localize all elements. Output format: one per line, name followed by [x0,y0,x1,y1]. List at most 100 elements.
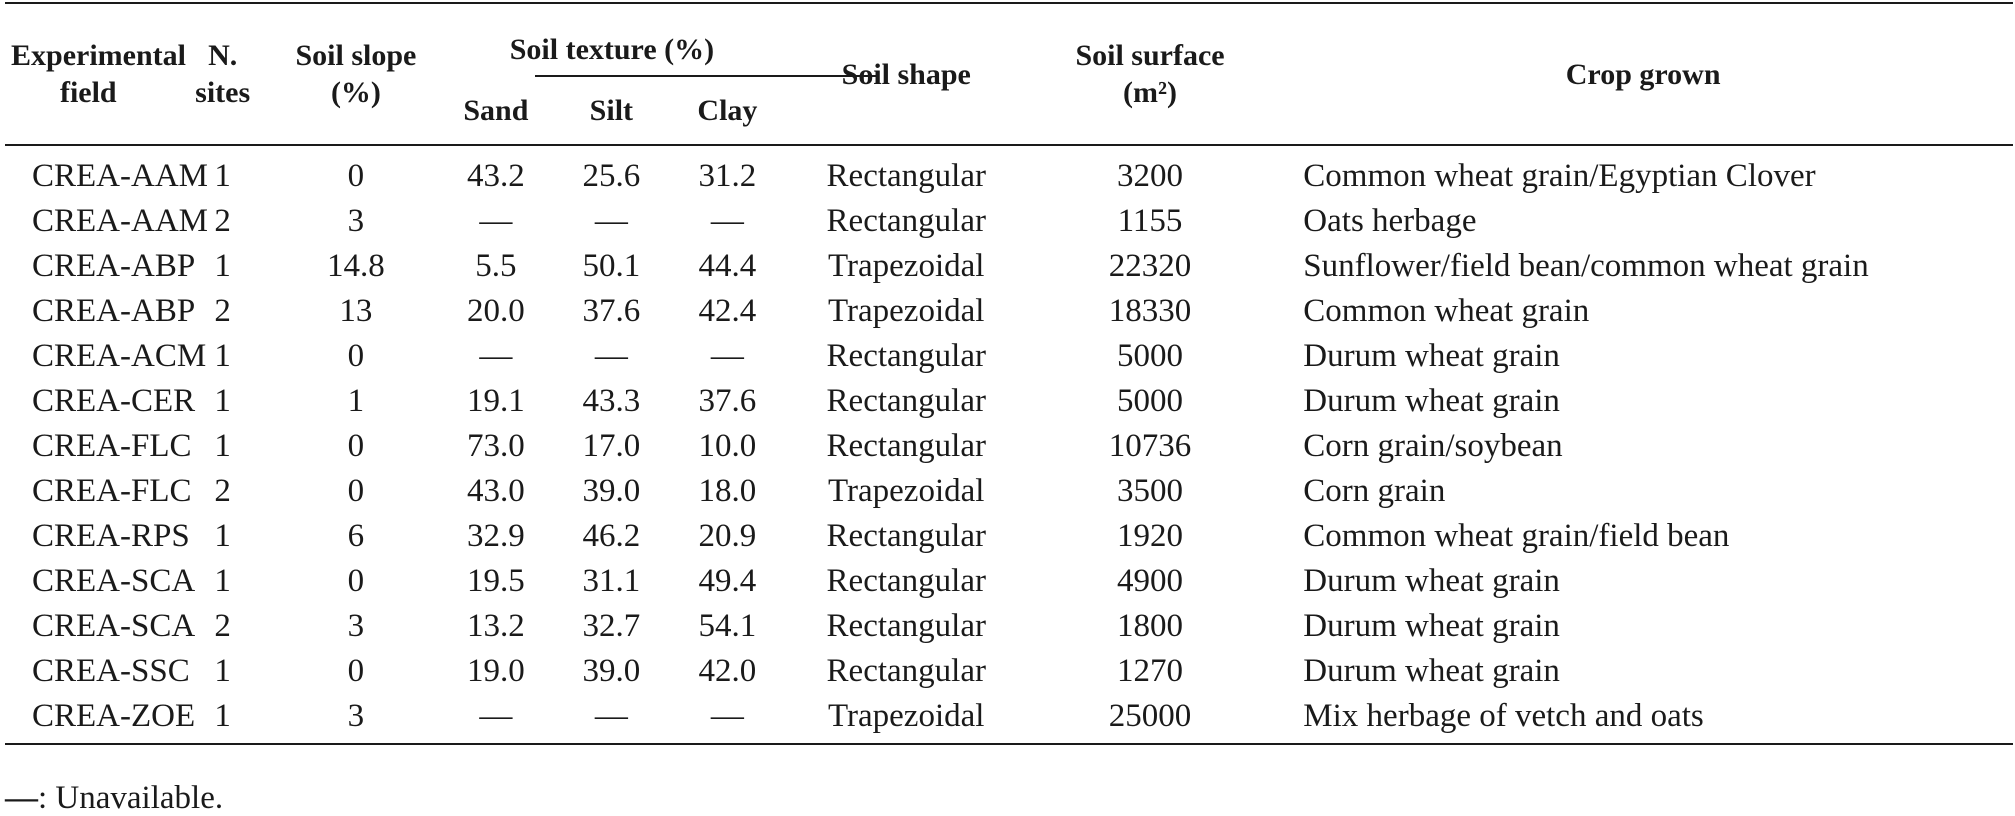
cell-clay: 37.6 [698,383,757,419]
cell-soil-shape: Rectangular [826,518,986,554]
cell-sand: — [438,694,554,745]
cell-soil-surface: 5000 [1117,338,1184,374]
cell-sand: — [479,203,513,239]
texture-group-rule [535,75,878,77]
table-row: CREA-SCA 2 3 13.2 32.7 54.1 Rectangular 1800 Dur… [5,604,2013,649]
header-soil-surface-unit: (m²) [1123,76,1177,109]
table-row: CREA-ZOE 1 3— — — Trapezoidal 25000 Mix herbage… [5,694,2013,745]
table-header: Experimental field N. sites Soil slope (… [5,2,2013,145]
cell-clay: 20.9 [698,518,757,554]
cell-field: CREA-SCA [32,563,196,599]
cell-silt: 39.0 [582,473,641,509]
cell-sand: 19.0 [466,653,525,689]
cell-soil-slope: 1 [347,383,365,419]
table-row: CREA-CER 1 1 19.1 43.3 37.6 Rectangular 5000 Dur… [5,379,2013,424]
cell-soil-surface: 18330 [1108,293,1192,329]
cell-sand: 20.0 [466,293,525,329]
cell-sand: 13.2 [466,608,525,644]
cell-soil-shape: Rectangular [826,338,986,374]
table-row: CREA-ABP 2 13 20.0 37.6 42.4 Trapezoidal 18330 C… [5,289,2013,334]
header-sand: Sand [463,93,529,127]
cell-crop-grown: Durum wheat grain [1303,608,1560,644]
cell-field: CREA-ZOE [5,694,195,745]
header-soil-surface-label: Soil surface [1075,39,1225,72]
table-row: CREA-RPS 1 6 32.9 46.2 20.9 Rectangular 1920 Com… [5,514,2013,559]
cell-field: CREA-AAM [32,158,209,194]
cell-silt: — [594,338,628,374]
cell-silt: 31.1 [582,563,641,599]
table-row: CREA-AAM 2 3 — — — Rectangular 1155 Oats herbage [5,199,2013,244]
cell-silt: 50.1 [582,248,641,284]
cell-crop-grown: Common wheat grain/field bean [1303,518,1730,554]
cell-soil-surface: 22320 [1108,248,1192,284]
cell-soil-shape: Trapezoidal [828,473,985,509]
table-row: CREA-FLC 2 0 43.0 39.0 18.0 Trapezoidal 3500 Cor… [5,469,2013,514]
cell-soil-shape: Rectangular [826,203,986,239]
cell-soil-slope: 0 [347,428,365,464]
cell-clay: 10.0 [698,428,757,464]
cell-clay: 42.0 [698,653,757,689]
cell-soil-surface: 3500 [1117,473,1184,509]
header-soil-shape: Soil shape [785,2,1027,145]
header-soil-texture: Soil texture (%) [438,2,786,76]
cell-soil-surface: 10736 [1108,428,1192,464]
cell-soil-slope: 0 [347,563,365,599]
header-clay: Clay [697,93,758,127]
cell-crop-grown: Mix herbage of vetch and oats [1273,694,2013,745]
cell-field: CREA-RPS [32,518,190,554]
cell-soil-surface: 5000 [1117,383,1184,419]
cell-soil-slope: 0 [347,158,365,194]
cell-soil-slope: 3 [273,694,439,745]
table-body: CREA-AAM 1 0 43.2 25.6 31.2 Rectangular 3200 Com… [5,145,2013,745]
soil-data-table: Experimental field N. sites Soil slope (… [5,2,2013,745]
cell-sand: 19.1 [466,383,525,419]
table-row: CREA-AAM 1 0 43.2 25.6 31.2 Rectangular 3200 Com… [5,145,2013,199]
cell-n-sites: 1 [214,653,231,689]
cell-sand: 73.0 [466,428,525,464]
cell-n-sites: 1 [214,518,231,554]
cell-crop-grown: Common wheat grain/Egyptian Clover [1303,158,1816,194]
cell-soil-shape: Rectangular [826,563,986,599]
cell-silt: 39.0 [582,653,641,689]
table-row: CREA-SCA 1 0 19.5 31.1 49.4 Rectangular 4900 Dur… [5,559,2013,604]
cell-field: CREA-FLC [32,473,192,509]
cell-clay: 44.4 [698,248,757,284]
cell-soil-shape: Trapezoidal [828,248,985,284]
cell-n-sites: 2 [214,608,231,644]
cell-soil-shape: Trapezoidal [828,293,985,329]
cell-crop-grown: Durum wheat grain [1303,338,1560,374]
cell-soil-slope: 0 [347,473,365,509]
cell-clay: — [669,694,786,745]
cell-soil-shape: Rectangular [826,158,986,194]
cell-clay: — [710,203,744,239]
cell-sand: 43.2 [466,158,525,194]
cell-field: CREA-ABP [32,293,196,329]
cell-soil-shape: Rectangular [826,608,986,644]
cell-crop-grown: Corn grain/soybean [1303,428,1563,464]
cell-crop-grown: Common wheat grain [1303,293,1590,329]
cell-soil-surface: 3200 [1117,158,1184,194]
cell-clay: 18.0 [698,473,757,509]
cell-sand: 32.9 [466,518,525,554]
cell-crop-grown: Corn grain [1303,473,1446,509]
cell-field: CREA-FLC [32,428,192,464]
cell-soil-slope: 0 [347,338,365,374]
footnote: —: Unavailable. [5,780,223,816]
footnote-symbol: — [5,780,38,816]
header-soil-surface: Soil surface (m²) [1026,2,1274,145]
cell-soil-surface: 1270 [1117,653,1184,689]
cell-silt: 43.3 [582,383,641,419]
cell-soil-slope: 3 [347,608,365,644]
cell-crop-grown: Durum wheat grain [1303,563,1560,599]
cell-soil-surface: 25000 [1026,694,1274,745]
cell-soil-surface: 1155 [1117,203,1183,239]
cell-n-sites: 1 [214,248,231,284]
cell-field: CREA-ACM [32,338,207,374]
table-row: CREA-SSC 1 0 19.0 39.0 42.0 Rectangular 1270 Dur… [5,649,2013,694]
cell-soil-shape: Rectangular [826,383,986,419]
cell-soil-shape: Trapezoidal [785,694,1027,745]
cell-soil-slope: 3 [347,203,365,239]
cell-crop-grown: Durum wheat grain [1303,653,1560,689]
cell-field: CREA-CER [32,383,196,419]
